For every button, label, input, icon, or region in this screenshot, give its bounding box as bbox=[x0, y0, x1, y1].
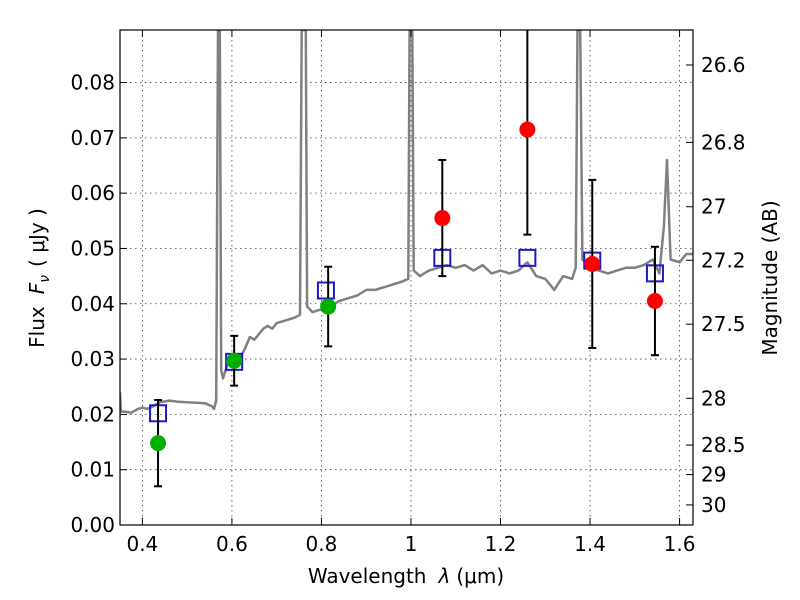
y-tick-label: 0.05 bbox=[70, 236, 115, 260]
green-data-point bbox=[150, 435, 167, 452]
x-tick-label: 1.4 bbox=[574, 532, 606, 556]
x-tick-label: 1.6 bbox=[664, 532, 696, 556]
axes: 0.4 0.6 0.8 1 1.2 1.4 1.6 0.00 0.01 0.02 0.03 0.04 0… bbox=[70, 29, 746, 556]
red-data-point bbox=[646, 293, 663, 310]
red-data-point bbox=[519, 121, 536, 138]
y-axis-label-subscript: ν bbox=[37, 275, 53, 283]
y-tick-label: 0.01 bbox=[70, 458, 115, 482]
x-tick-label: 1.2 bbox=[485, 532, 517, 556]
y-tick-label: 0.07 bbox=[70, 126, 115, 150]
green-data-point bbox=[320, 298, 337, 315]
y-axis-label-text: Flux bbox=[25, 306, 49, 348]
y-tick-label: 0.02 bbox=[70, 402, 115, 426]
y-axis-label: Flux Fν ( μJy ) bbox=[25, 208, 53, 348]
grid bbox=[120, 30, 693, 526]
magnitude-tick-label: 28 bbox=[701, 386, 726, 410]
x-tick-label: 1 bbox=[405, 532, 418, 556]
x-axis-label: Wavelength λ (μm) bbox=[308, 564, 504, 588]
y-tick-label: 0.00 bbox=[70, 513, 115, 537]
magnitude-tick-label: 29 bbox=[701, 463, 726, 487]
magnitude-tick-label: 26.8 bbox=[701, 130, 746, 154]
x-tick-label: 0.4 bbox=[126, 532, 158, 556]
magnitude-tick-label: 30 bbox=[701, 493, 726, 517]
y-axis-label-unit: ( μJy ) bbox=[25, 208, 49, 267]
y-tick-label: 0.04 bbox=[70, 292, 115, 316]
magnitude-tick-label: 26.6 bbox=[701, 53, 746, 77]
x-axis-label-unit: (μm) bbox=[456, 564, 504, 588]
y-tick-label: 0.03 bbox=[70, 347, 115, 371]
magnitude-axis-label: Magnitude (AB) bbox=[758, 200, 782, 355]
magnitude-tick-label: 27.5 bbox=[701, 312, 746, 336]
plot-series bbox=[120, 30, 693, 488]
model-photometry-square bbox=[518, 248, 537, 267]
magnitude-tick-label: 28.5 bbox=[701, 433, 746, 457]
x-tick-label: 0.8 bbox=[306, 532, 338, 556]
red-data-point bbox=[584, 255, 601, 272]
magnitude-tick-label: 27.2 bbox=[701, 248, 746, 272]
y-tick-label: 0.06 bbox=[70, 181, 115, 205]
x-axis-label-symbol: λ bbox=[438, 564, 451, 588]
y-tick-label: 0.08 bbox=[70, 71, 115, 95]
green-data-point bbox=[226, 352, 243, 369]
model-photometry-square bbox=[316, 281, 335, 300]
magnitude-tick-label: 27 bbox=[701, 195, 726, 219]
spectrum-line bbox=[120, 30, 693, 414]
y-axis-label-symbol: F bbox=[25, 282, 49, 294]
x-tick-label: 0.6 bbox=[216, 532, 248, 556]
x-axis-label-text: Wavelength bbox=[308, 564, 427, 588]
plot-frame bbox=[119, 29, 694, 526]
red-data-point bbox=[434, 210, 451, 227]
